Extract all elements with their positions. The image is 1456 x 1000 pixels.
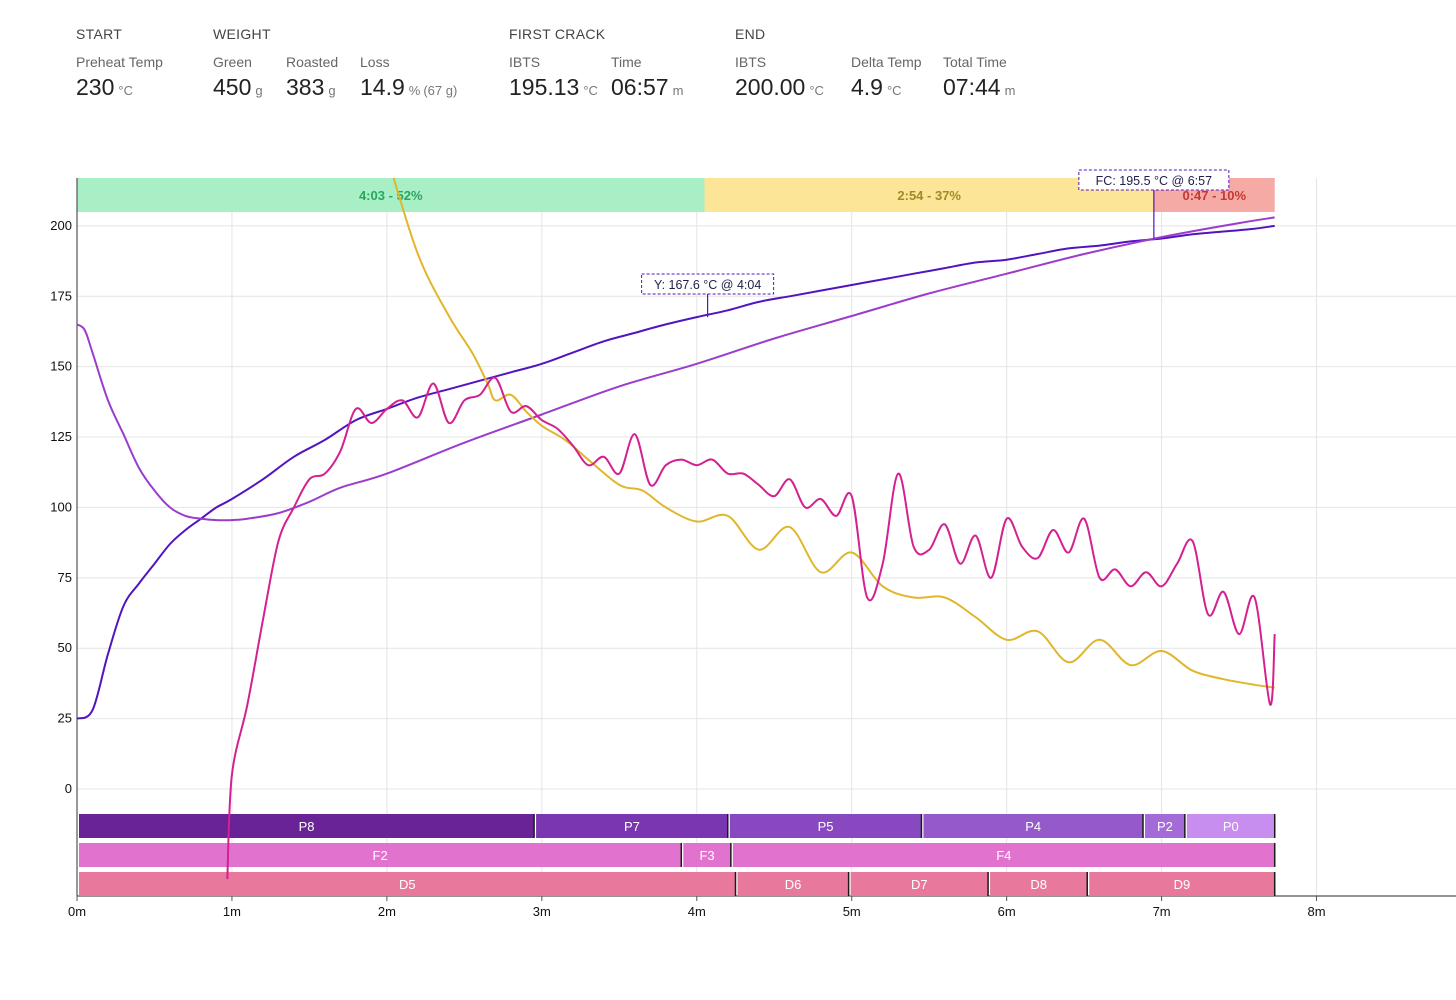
segment-label: D7 xyxy=(911,877,928,892)
total-time-value: 07:44 m xyxy=(943,74,1016,100)
control-segment xyxy=(1186,814,1275,838)
control-segment xyxy=(850,872,989,896)
loss-value: 14.9% (67 g) xyxy=(360,74,458,100)
roast-stats-header: START Preheat Temp 230 °C WEIGHT Green 45… xyxy=(0,0,1456,120)
control-segment xyxy=(79,814,535,838)
x-tick-label: 0m xyxy=(68,904,86,919)
fc-ibts-label: IBTS xyxy=(509,54,541,70)
phase-label: 0:47 - 10% xyxy=(1182,188,1246,203)
x-tick-label: 3m xyxy=(533,904,551,919)
y-tick-label: 125 xyxy=(50,429,72,444)
control-segment xyxy=(729,814,922,838)
control-segment xyxy=(79,843,682,867)
control-segment xyxy=(990,872,1088,896)
series-group xyxy=(77,178,1276,880)
roasted-label: Roasted xyxy=(286,54,339,70)
segment-label: P4 xyxy=(1025,819,1041,834)
segment-label: F2 xyxy=(373,848,388,863)
end-ibts-value: 200.00 °C xyxy=(735,74,824,100)
y-tick-label: 175 xyxy=(50,288,72,303)
x-tick-label: 8m xyxy=(1308,904,1326,919)
x-tick-label: 1m xyxy=(223,904,241,919)
y-tick-label: 50 xyxy=(58,640,72,655)
x-tick-label: 4m xyxy=(688,904,706,919)
control-segment xyxy=(737,872,849,896)
control-segment xyxy=(536,814,728,838)
y-tick-label: 150 xyxy=(50,359,72,374)
segment-label: P5 xyxy=(818,819,834,834)
delta-temp-value: 4.9 °C xyxy=(851,74,902,100)
series-line-0 xyxy=(77,224,1275,720)
total-time-label: Total Time xyxy=(943,54,1007,70)
green-value: 450 g xyxy=(213,74,263,100)
x-tick-label: 2m xyxy=(378,904,396,919)
end-ibts-label: IBTS xyxy=(735,54,767,70)
series-line-1 xyxy=(77,216,1275,522)
segment-label: D5 xyxy=(399,877,416,892)
roasted-value: 383 g xyxy=(286,74,336,100)
y-tick-label: 0 xyxy=(65,781,72,796)
preheat-temp-value: 230 °C xyxy=(76,74,133,100)
control-segment xyxy=(732,843,1275,867)
annotation-box xyxy=(641,273,775,295)
segment-label: P0 xyxy=(1223,819,1239,834)
fc-ibts-value: 195.13 °C xyxy=(509,74,598,100)
control-segment xyxy=(923,814,1144,838)
control-segment xyxy=(79,872,736,896)
control-segment xyxy=(1145,814,1185,838)
x-tick-label: 6m xyxy=(998,904,1016,919)
x-tick-label: 7m xyxy=(1153,904,1171,919)
weight-group-title: WEIGHT xyxy=(213,26,271,42)
control-segment xyxy=(683,843,731,867)
segment-label: P2 xyxy=(1157,819,1173,834)
segment-label: P7 xyxy=(624,819,640,834)
start-group-title: START xyxy=(76,26,123,42)
preheat-temp-label: Preheat Temp xyxy=(76,54,163,70)
segment-label: D9 xyxy=(1174,877,1191,892)
phase-label: 2:54 - 37% xyxy=(897,188,961,203)
segment-label: D6 xyxy=(785,877,802,892)
series-line-3 xyxy=(226,376,1276,880)
y-tick-label: 75 xyxy=(58,570,72,585)
annotation-box xyxy=(1078,169,1230,191)
end-group-title: END xyxy=(735,26,766,42)
segment-label: F3 xyxy=(699,848,714,863)
segment-label: D8 xyxy=(1030,877,1047,892)
first-crack-group-title: FIRST CRACK xyxy=(509,26,606,42)
phase-label: 4:03 - 52% xyxy=(359,188,423,203)
y-tick-label: 200 xyxy=(50,218,72,233)
segment-label: P8 xyxy=(299,819,315,834)
fc-time-label: Time xyxy=(611,54,642,70)
y-tick-label: 100 xyxy=(50,499,72,514)
x-tick-label: 5m xyxy=(843,904,861,919)
green-label: Green xyxy=(213,54,252,70)
loss-label: Loss xyxy=(360,54,390,70)
phase-band xyxy=(77,178,705,212)
fc-time-value: 06:57 m xyxy=(611,74,684,100)
annotation-label: FC: 195.5 °C @ 6:57 xyxy=(1096,174,1212,188)
segment-label: F4 xyxy=(996,848,1011,863)
y-tick-label: 25 xyxy=(58,711,72,726)
delta-temp-label: Delta Temp xyxy=(851,54,922,70)
series-line-2 xyxy=(392,178,1275,689)
control-segment xyxy=(1089,872,1275,896)
annotation-label: Y: 167.6 °C @ 4:04 xyxy=(654,278,761,292)
